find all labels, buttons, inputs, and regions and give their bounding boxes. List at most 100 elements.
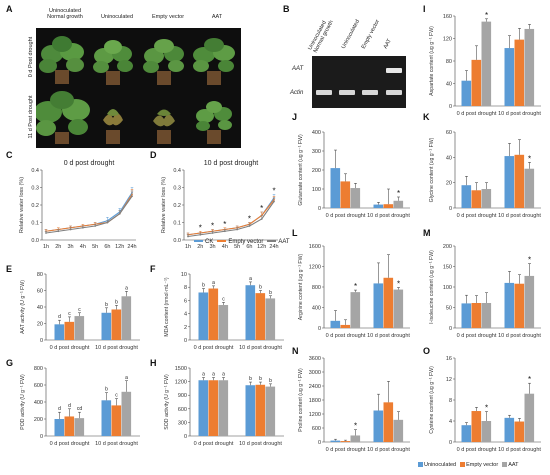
y-tick-label-e-0: 0 [40,338,43,344]
y-tick-label-j-3: 300 [312,149,321,155]
y-tick-label-g-4: 800 [34,366,43,372]
significance-star-n-0: * [354,422,357,431]
y-tick-label-d-2: 0.2 [173,203,181,209]
y-axis-label-l: Arginine content (ug g⁻¹ FW) [298,254,304,321]
y-tick-label-l-4: 1600 [309,244,321,250]
panel-label-n: N [292,346,299,356]
bar-chart-i: 0 40 80 120 160 Aspartate content (ug g⁻¹ FW)… [429,11,541,117]
line-legend-ev-label: Empty vector [228,239,264,245]
significance-letter-f-1-1: b [259,285,262,291]
bar-h-0-2 [218,380,229,436]
y-axis-label-i: Aspartate content (ug g⁻¹ FW) [429,26,435,96]
photo-column-header-4: AAT [192,14,242,20]
gel-lane-header-1: Uninoculated Normal growth [307,17,334,54]
bar-legend: Uninoculated Empty vector AAT [418,462,519,468]
x-tick-label-c-3: 4h [80,244,86,250]
y-tick-label-i-3: 120 [443,37,452,43]
y-tick-label-c-1: 0.1 [31,221,39,227]
bar-h-1-0 [245,385,256,436]
bar-chart-l: 0 400 800 1200 1600 Arginine content (ug g⁻¹ … [298,244,410,339]
y-tick-label-i-4: 160 [443,14,452,20]
plant-1-3 [143,39,184,85]
x-tick-label-d-6: 12h [257,244,266,250]
bar-e-1-0 [101,312,112,340]
x-tick-label-c-0: 1h [43,244,49,250]
y-axis-label-m: I-isoleucine content (ug g⁻¹ FW) [429,250,435,324]
bar-legend-item-2: Empty vector [460,462,498,468]
y-tick-label-l-0: 0 [318,326,321,332]
gel-drawing [316,68,402,95]
point-d-2-0 [187,235,189,238]
y-axis-label-g: POD activity (U g⁻¹ FW) [20,374,26,430]
bar-chart-h: 0 300 600 900 1200 1500 SOD activity (U g⁻¹ FW… [164,366,284,447]
photo-column-header-3: Empty vector [143,14,193,20]
y-tick-label-c-4: 0.4 [31,168,39,174]
significance-star-j-0: * [397,189,400,198]
significance-star-l-0: * [354,282,357,291]
point-c-2-7 [131,195,133,198]
x-tick-label-n-0: 0 d post drought [326,447,366,453]
bar-f-1-1 [255,293,266,340]
significance-star-o-1: * [528,375,531,384]
y-tick-label-n-4: 2400 [309,384,321,390]
panel-label-l: L [292,228,298,238]
y-tick-label-o-2: 8 [449,398,452,404]
significance-letter-e-0-0: d [58,314,61,320]
y-tick-label-l-2: 800 [312,285,321,291]
y-axis-label-d: Relative water loss (%) [161,177,167,233]
gel-band-actin-2 [339,90,355,95]
bar-g-1-1 [111,405,122,436]
significance-letter-f-0-0: b [202,283,205,289]
bar-h-0-0 [198,380,209,436]
y-tick-label-k-1: 20 [446,181,452,187]
plant-1-1 [39,36,84,84]
significance-star-m-0: * [528,256,531,265]
x-tick-label-c-2: 3h [68,244,74,250]
y-tick-label-n-1: 600 [312,426,321,432]
significance-letter-h-0-0: a [202,372,205,378]
y-axis-label-e: AAT activity (U g⁻¹ FW) [20,280,26,334]
bar-o-1-2 [524,393,535,442]
x-tick-label-h-0: 0 d post drought [194,441,234,447]
photo-column-header-3-text: Empty vector [151,14,185,20]
y-tick-label-e-2: 40 [37,305,43,311]
bar-m-0-1 [471,302,482,328]
bar-g-0-1 [64,416,75,436]
bar-chart-m: 0 50 100 150 200 I-isoleucine content (ug g⁻¹… [429,244,541,339]
series-line-d-2 [187,201,275,238]
significance-letter-g-0-2: cd [77,406,83,412]
bar-l-1-2 [393,289,404,328]
plant-photo-row1 [39,36,235,85]
bar-l-1-1 [383,277,394,328]
bar-g-0-0 [54,419,65,436]
y-tick-label-g-0: 0 [40,434,43,440]
bar-i-1-1 [514,39,525,106]
x-tick-label-d-7: 24h [269,244,278,250]
gel-lane-header-3: Empty vector [360,18,382,50]
bar-chart-f: 0 2 4 6 8 10 MDA content (nmol·mL⁻¹) b a c 0 d pos… [164,272,284,351]
photo-column-header-1-text: Uninoculated Normal growth [47,8,83,20]
y-tick-label-f-3: 6 [184,298,187,304]
gel-lane-header-1-text: Uninoculated Normal growth [307,19,335,55]
significance-letter-g-1-1: c [115,393,118,399]
y-tick-label-m-4: 200 [443,244,452,250]
significance-letter-g-0-1: d [68,403,71,409]
plant-2-4 [196,101,232,144]
bar-o-0-1 [471,411,482,442]
bar-k-1-2 [524,168,535,208]
x-tick-label-f-0: 0 d post drought [194,345,234,351]
y-tick-label-j-4: 400 [312,130,321,136]
bar-chart-e: 0 20 40 60 80 AAT activity (U g⁻¹ FW) d c c 0 d p… [20,272,140,351]
point-d-2-3 [223,230,226,233]
y-tick-label-o-0: 0 [449,440,452,446]
y-tick-label-d-1: 0.1 [173,221,181,227]
y-tick-label-g-3: 600 [34,383,43,389]
significance-letter-e-1-2: a [125,285,128,291]
y-tick-label-i-2: 80 [446,59,452,65]
bar-i-0-1 [471,59,482,106]
y-tick-label-m-0: 0 [449,326,452,332]
y-tick-label-d-3: 0.3 [173,186,181,192]
bar-f-0-2 [218,305,229,340]
point-d-2-1 [199,233,202,236]
plant-2-2 [103,109,123,144]
